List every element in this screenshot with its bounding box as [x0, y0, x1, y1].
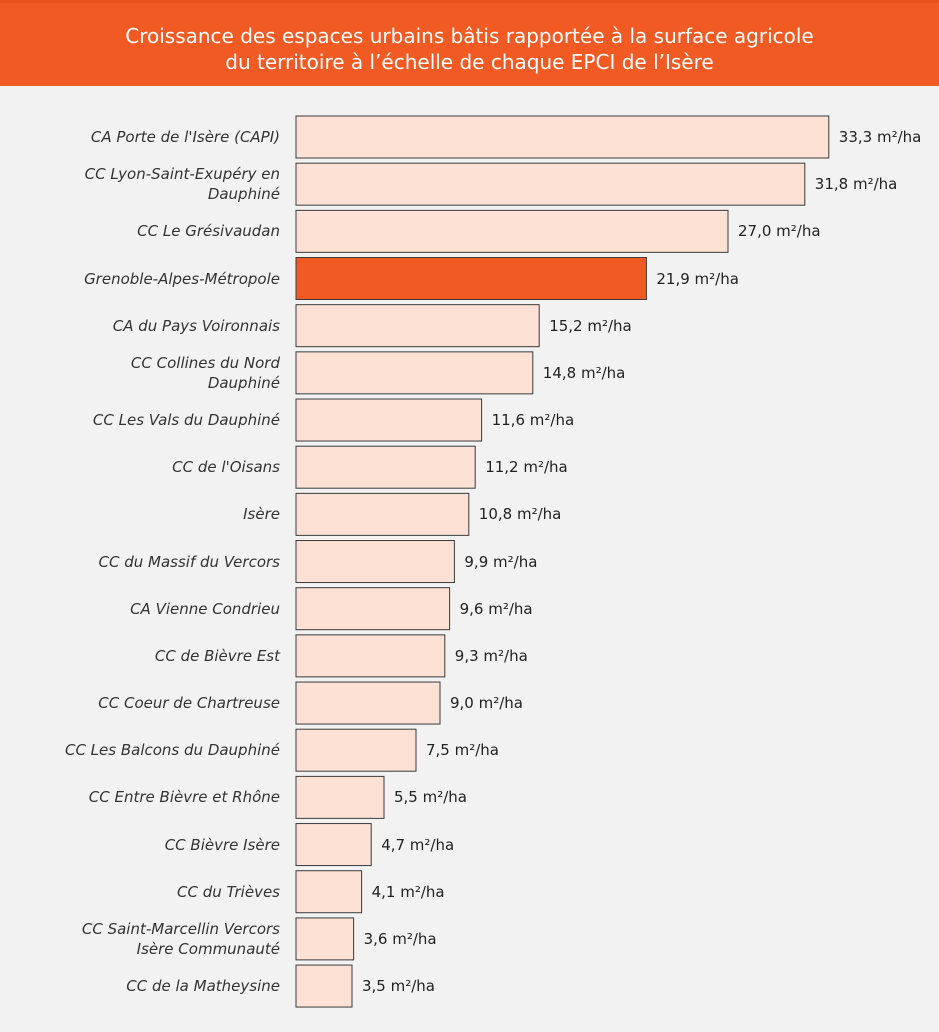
value-label: 7,5 m²/ha	[426, 741, 500, 760]
header: Croissance des espaces urbains bâtis rap…	[0, 0, 939, 86]
value-label: 27,0 m²/ha	[738, 222, 821, 241]
bar	[295, 917, 355, 961]
bar	[295, 870, 363, 914]
category-label: CC Lyon-Saint-Exupéry en Dauphiné	[84, 165, 280, 204]
category-label: Isère	[243, 505, 280, 524]
value-label: 9,0 m²/ha	[450, 694, 524, 713]
value-label: 15,2 m²/ha	[549, 316, 632, 335]
bar	[295, 775, 385, 819]
bar	[295, 728, 417, 772]
value-label: 9,9 m²/ha	[464, 552, 538, 571]
category-label: CC Les Balcons du Dauphiné	[64, 741, 280, 760]
bar	[295, 634, 446, 678]
value-label: 14,8 m²/ha	[542, 363, 626, 382]
value-label: 4,7 m²/ha	[381, 835, 455, 854]
category-label: CC de l'Oisans	[172, 458, 280, 477]
bar	[295, 257, 647, 301]
value-label: 5,5 m²/ha	[394, 788, 468, 807]
value-label: 9,6 m²/ha	[459, 599, 533, 618]
value-label: 3,5 m²/ha	[362, 977, 436, 996]
value-label: 11,2 m²/ha	[485, 458, 568, 477]
bar	[295, 209, 729, 253]
value-label: 3,6 m²/ha	[363, 929, 437, 948]
value-label: 10,8 m²/ha	[478, 505, 562, 524]
bar	[295, 540, 455, 584]
bar	[295, 162, 806, 206]
value-label: 21,9 m²/ha	[656, 269, 739, 288]
bar	[295, 445, 476, 489]
category-label: CC Bièvre Isère	[164, 835, 280, 854]
category-label: CC Collines du Nord Dauphiné	[130, 353, 280, 392]
bar	[295, 304, 540, 348]
bar	[295, 681, 441, 725]
value-label: 11,6 m²/ha	[491, 411, 575, 430]
category-label: CC Entre Bièvre et Rhône	[88, 788, 280, 807]
category-label: CC Coeur de Chartreuse	[98, 694, 280, 713]
bar	[295, 587, 451, 631]
value-label: 31,8 m²/ha	[814, 175, 898, 194]
category-label: CC de la Matheysine	[126, 977, 280, 996]
category-label: CC Le Grésivaudan	[137, 222, 280, 241]
bar	[295, 351, 534, 395]
value-label: 4,1 m²/ha	[371, 882, 445, 901]
bar	[295, 115, 830, 159]
category-label: CC du Massif du Vercors	[98, 552, 280, 571]
category-label: Grenoble-Alpes-Métropole	[84, 269, 280, 288]
category-label: CA du Pays Voironnais	[112, 316, 280, 335]
category-label: CC Les Vals du Dauphiné	[92, 411, 280, 430]
category-label: CC du Trièves	[177, 882, 280, 901]
bar	[295, 964, 353, 1008]
category-label: CA Vienne Condrieu	[130, 599, 280, 618]
category-label: CC Saint-Marcellin Vercors Isère Communa…	[81, 919, 280, 958]
bar	[295, 398, 483, 442]
value-label: 33,3 m²/ha	[838, 128, 922, 146]
category-label: CC de Bièvre Est	[154, 646, 280, 665]
bar	[295, 492, 470, 536]
category-label: CA Porte de l'Isère (CAPI)	[90, 128, 280, 146]
bar	[295, 823, 372, 867]
value-label: 9,3 m²/ha	[454, 646, 528, 665]
chart-title: Croissance des espaces urbains bâtis rap…	[125, 24, 814, 74]
